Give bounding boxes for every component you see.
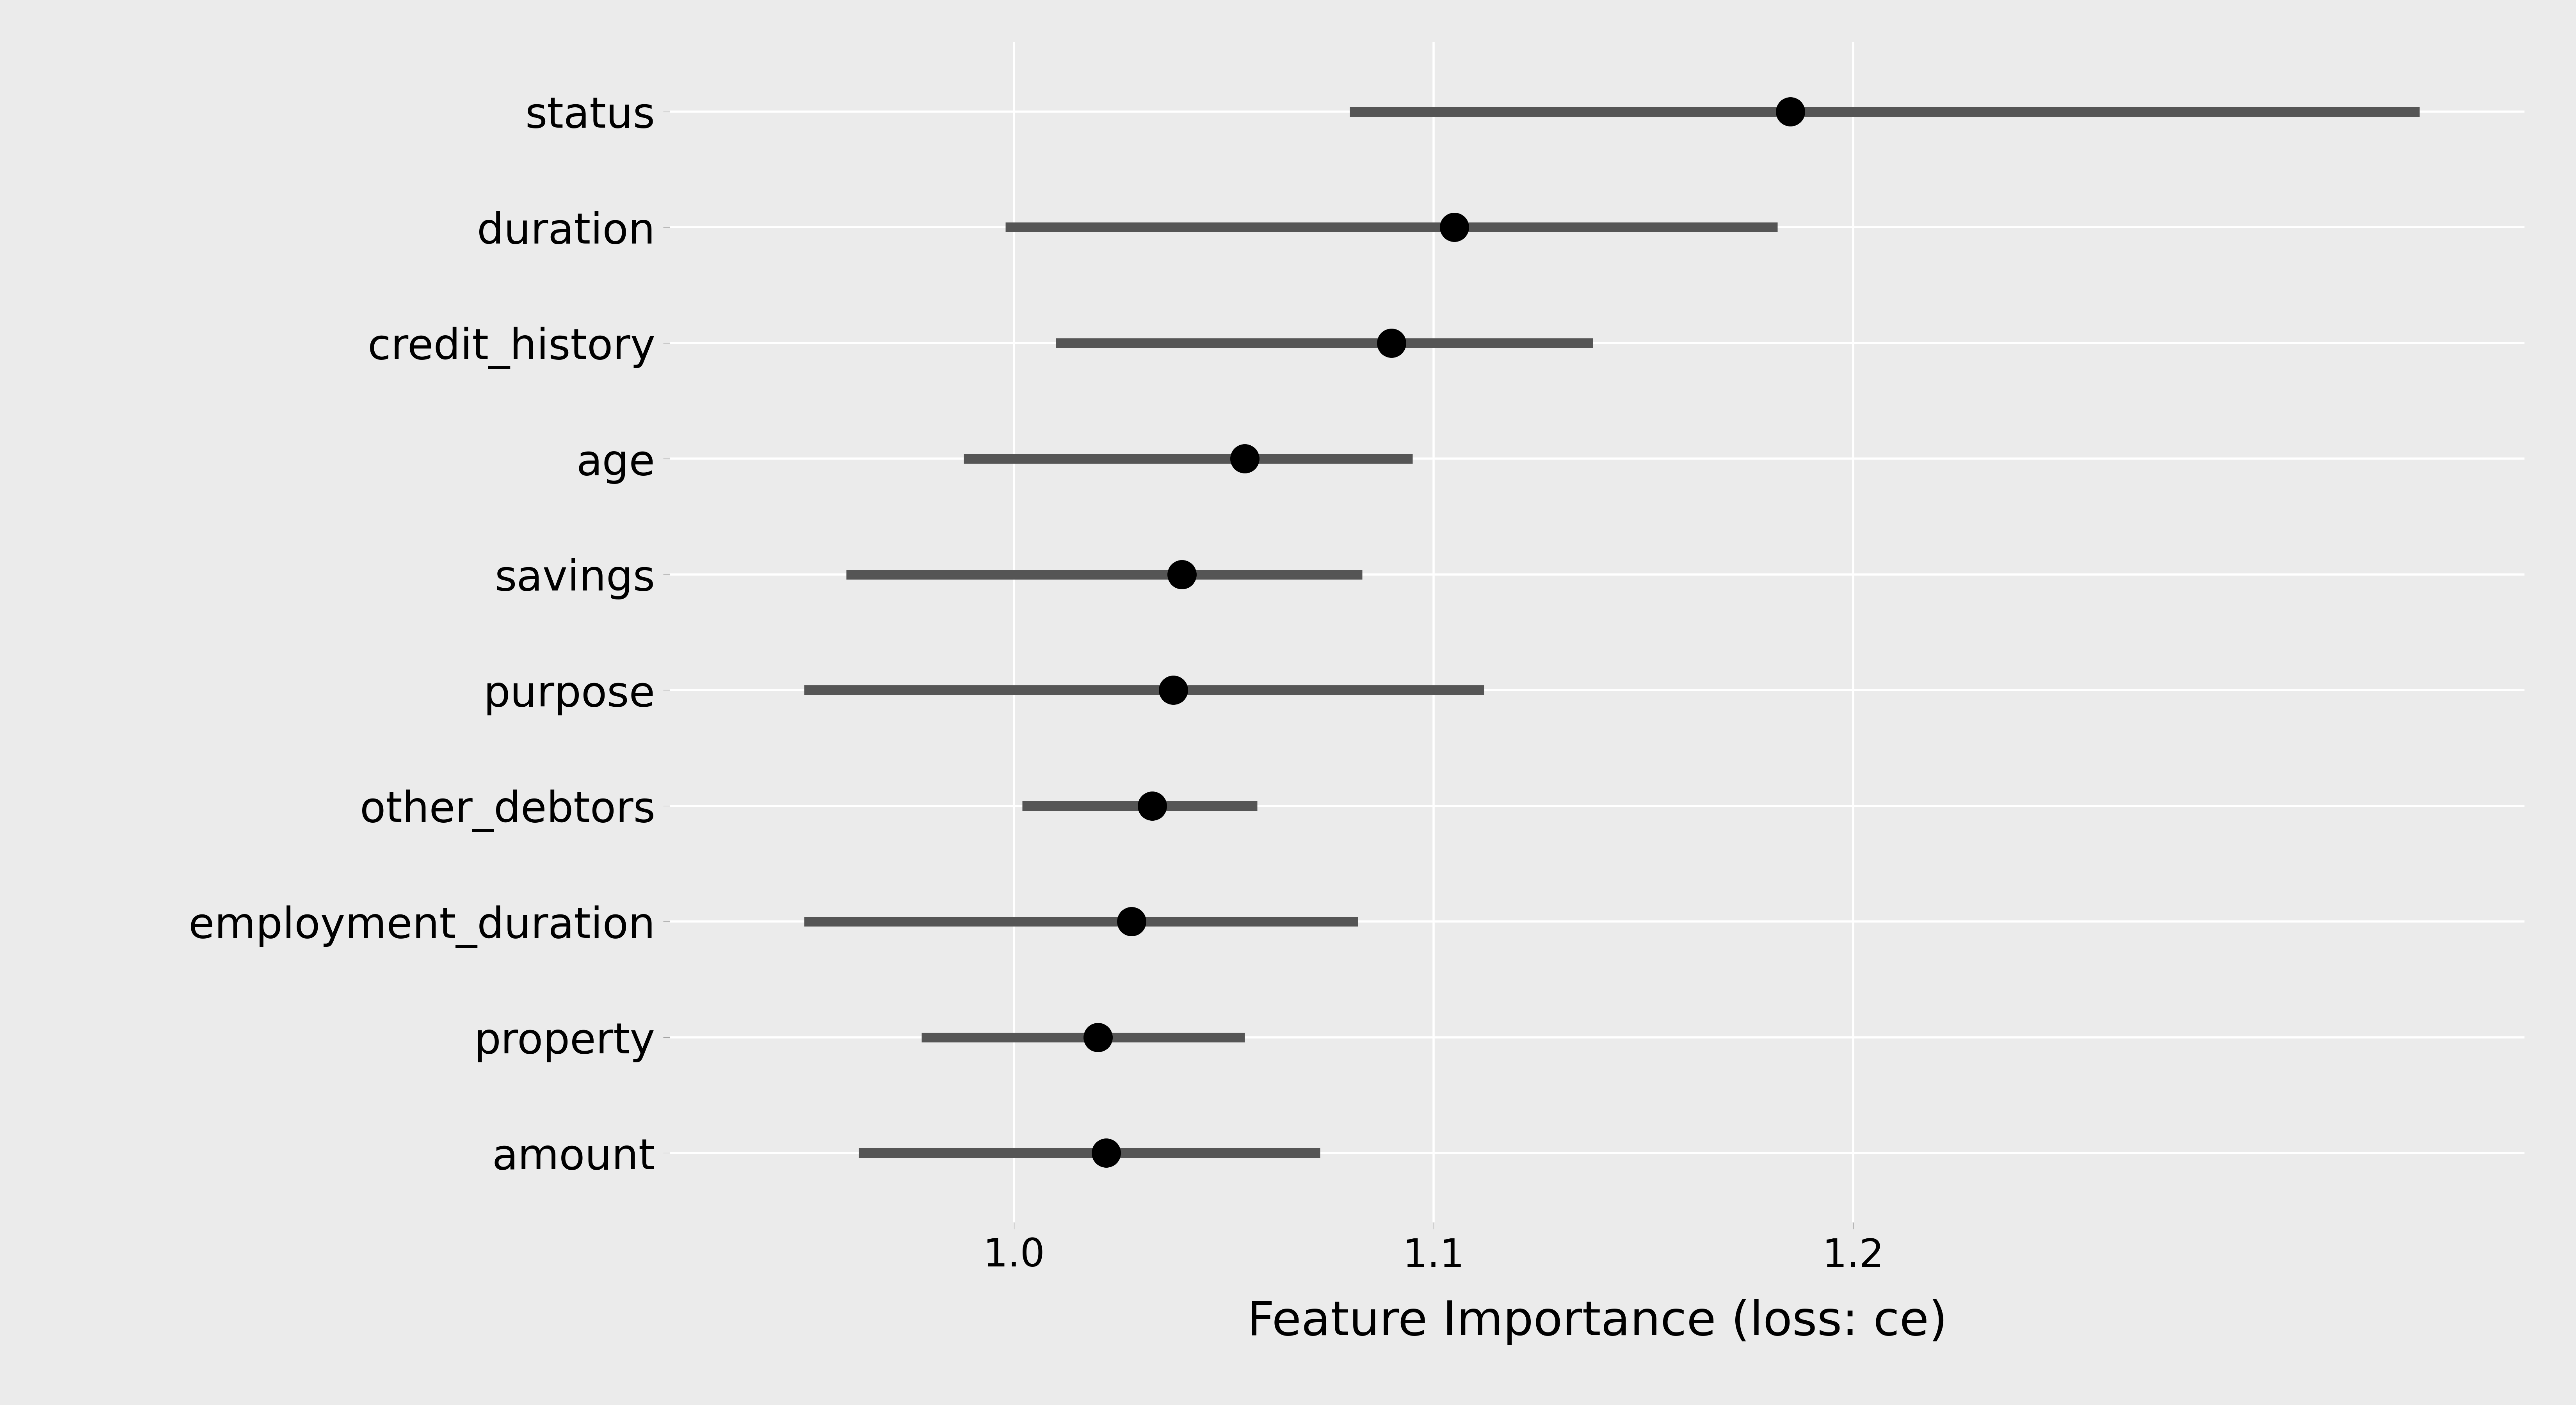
- Point: [1162, 563, 1203, 586]
- Point: [1770, 100, 1811, 122]
- Point: [1435, 216, 1476, 239]
- Point: [1084, 1142, 1126, 1165]
- Point: [1151, 679, 1193, 701]
- Point: [1131, 795, 1172, 818]
- Point: [1077, 1026, 1118, 1048]
- Point: [1370, 332, 1412, 354]
- X-axis label: Feature Importance (loss: ce): Feature Importance (loss: ce): [1247, 1300, 1947, 1345]
- Point: [1224, 447, 1265, 469]
- Point: [1110, 910, 1151, 933]
